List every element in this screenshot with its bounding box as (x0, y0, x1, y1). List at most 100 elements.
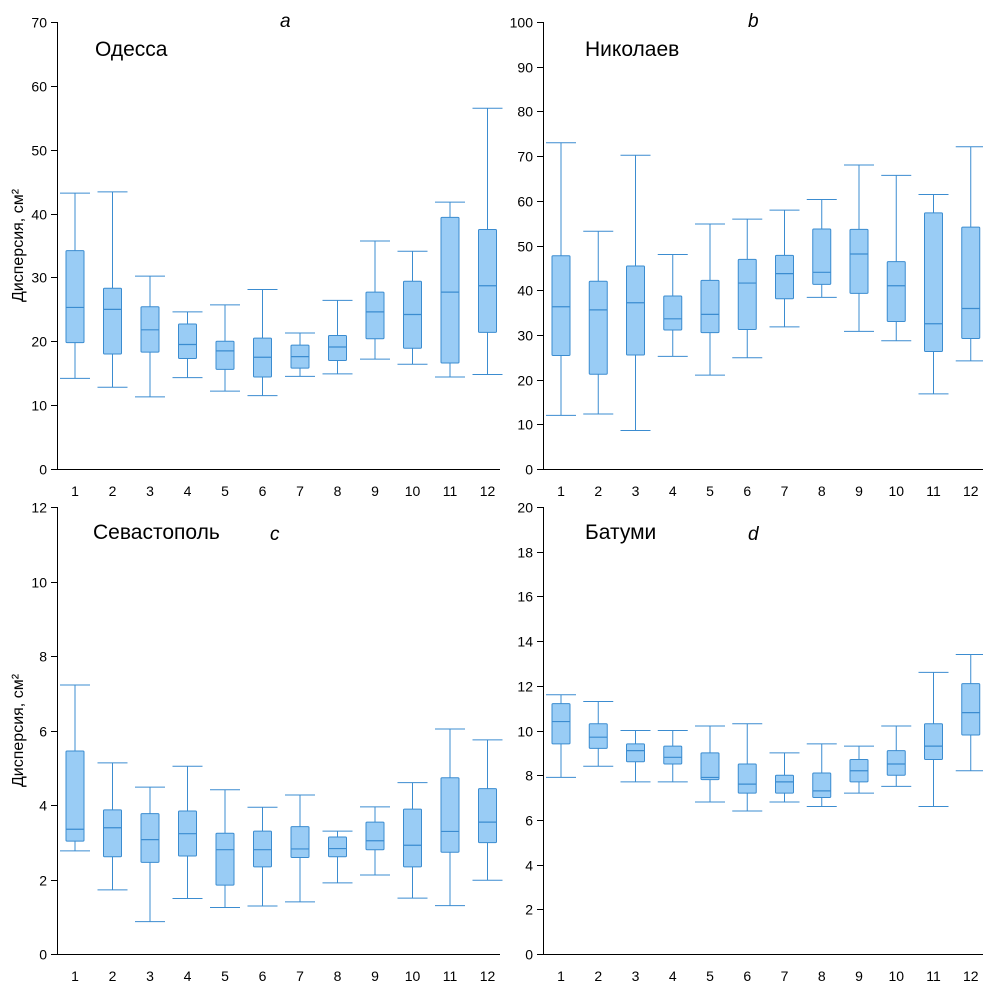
box-month-2 (97, 191, 128, 388)
y-tick-label: 0 (39, 947, 47, 963)
x-tick-label: 10 (405, 483, 421, 499)
iqr-box (700, 752, 720, 781)
y-tick-label: 18 (517, 545, 533, 561)
x-tick-label: 11 (926, 483, 941, 499)
iqr-box (775, 774, 794, 794)
x-tick-label: 12 (480, 483, 496, 499)
box-month-12 (955, 654, 983, 772)
x-tick-label: 7 (781, 968, 789, 984)
box-month-11 (918, 194, 949, 395)
y-tick-label: 16 (517, 589, 533, 605)
y-tick-label: 0 (525, 947, 533, 963)
x-tick-label: 11 (443, 968, 458, 984)
iqr-box (626, 265, 645, 356)
x-tick-label: 9 (855, 968, 863, 984)
y-tick-label: 10 (31, 575, 47, 591)
box-month-8 (806, 743, 837, 807)
iqr-box (215, 340, 235, 370)
box-month-4 (172, 311, 203, 379)
y-tick-label: 6 (39, 724, 47, 740)
x-tick-label: 8 (334, 483, 342, 499)
iqr-box (663, 745, 683, 765)
iqr-box (65, 750, 85, 842)
box-month-2 (583, 700, 614, 767)
y-tick-label: 40 (31, 207, 47, 223)
iqr-box (626, 743, 645, 763)
panel-letter: d (748, 524, 760, 545)
y-tick-label: 10 (31, 398, 47, 414)
y-tick-label: 50 (31, 143, 47, 159)
x-tick-label: 5 (706, 968, 714, 984)
iqr-box (588, 280, 608, 375)
iqr-box (924, 212, 943, 352)
box-month-6 (732, 218, 763, 359)
x-tick-label: 2 (109, 968, 117, 984)
x-tick-label: 3 (146, 968, 154, 984)
iqr-box (812, 228, 832, 285)
box-month-12 (472, 739, 503, 881)
iqr-box (140, 813, 160, 863)
x-tick-label: 2 (594, 483, 602, 499)
y-tick-label: 50 (517, 239, 533, 255)
box-month-5 (695, 725, 725, 803)
x-tick-label: 5 (221, 483, 229, 499)
x-tick-label: 9 (371, 968, 379, 984)
x-tick-label: 6 (743, 483, 751, 499)
iqr-box (551, 703, 571, 745)
panel-title: Одесса (95, 38, 168, 61)
box-month-8 (322, 299, 353, 375)
iqr-box (849, 228, 869, 294)
iqr-box (700, 279, 720, 334)
box-month-4 (172, 765, 203, 899)
y-tick-label: 6 (525, 813, 533, 829)
iqr-box (65, 250, 85, 344)
x-tick-label: 7 (296, 968, 304, 984)
iqr-box (478, 788, 497, 844)
iqr-box (812, 772, 832, 799)
x-tick-label: 4 (184, 968, 192, 984)
x-tick-label: 6 (259, 483, 267, 499)
y-tick-label: 30 (517, 328, 533, 344)
y-tick-label: 12 (517, 679, 533, 695)
iqr-box (328, 836, 347, 858)
box-month-3 (620, 154, 651, 432)
x-tick-label: 10 (888, 483, 904, 499)
panel-title: Николаев (585, 38, 679, 61)
box-month-3 (135, 275, 165, 398)
iqr-box (737, 763, 757, 794)
iqr-box (663, 295, 683, 331)
iqr-box (961, 226, 981, 339)
x-tick-label: 10 (405, 968, 421, 984)
box-month-2 (97, 762, 128, 891)
box-month-11 (918, 671, 949, 807)
x-tick-label: 6 (259, 968, 267, 984)
y-tick-label: 8 (39, 649, 47, 665)
box-month-3 (135, 786, 165, 923)
panel-letter: a (280, 11, 291, 32)
x-tick-label: 5 (221, 968, 229, 984)
box-month-11 (435, 201, 465, 378)
y-tick-label: 10 (517, 417, 533, 433)
y-tick-label: 40 (517, 283, 533, 299)
panel-title: Батуми (585, 521, 656, 544)
y-tick-label: 60 (517, 194, 533, 210)
box-month-5 (695, 223, 725, 376)
x-tick-label: 1 (71, 968, 79, 984)
iqr-box (328, 335, 347, 361)
iqr-box (253, 830, 272, 868)
iqr-box (588, 723, 608, 749)
box-month-6 (247, 289, 278, 397)
x-tick-label: 12 (480, 968, 496, 984)
x-tick-label: 9 (371, 483, 379, 499)
y-tick-label: 70 (517, 149, 533, 165)
box-month-6 (247, 806, 278, 907)
y-tick-label: 70 (31, 15, 47, 31)
x-tick-label: 5 (706, 483, 714, 499)
x-tick-label: 6 (743, 968, 751, 984)
x-tick-label: 1 (557, 483, 565, 499)
y-tick-label: 14 (517, 634, 533, 650)
iqr-box (924, 723, 943, 761)
